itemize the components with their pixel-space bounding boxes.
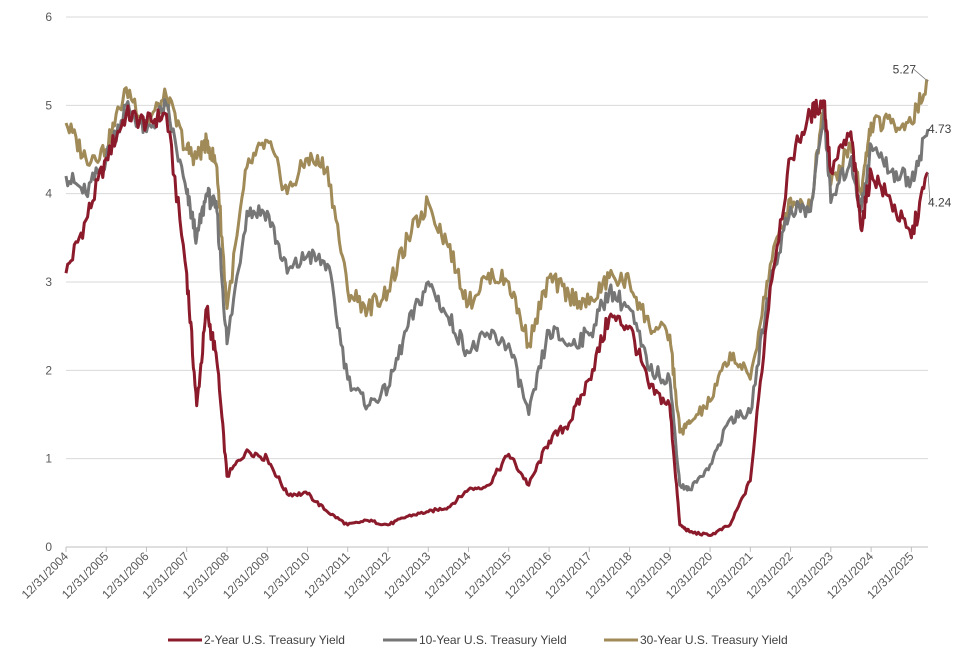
legend-label: 30-Year U.S. Treasury Yield (640, 633, 788, 647)
y-axis: 0 1 2 3 4 5 6 (45, 10, 52, 554)
end-label-two-year: 4.24 (928, 195, 952, 209)
y-tick-label: 4 (45, 187, 52, 201)
y-tick-label: 0 (45, 540, 52, 554)
legend: 2-Year U.S. Treasury Yield 10-Year U.S. T… (168, 633, 788, 647)
x-axis: 12/31/200412/31/200512/31/200612/31/2007… (19, 546, 928, 602)
end-label-ten-year: 4.73 (928, 122, 952, 136)
y-tick-label: 1 (45, 452, 52, 466)
end-labels: 4.24 4.73 5.27 (893, 62, 952, 209)
series-line-ten-year (64, 98, 930, 492)
legend-label: 2-Year U.S. Treasury Yield (204, 633, 345, 647)
y-tick-label: 2 (45, 363, 52, 377)
y-tick-label: 5 (45, 98, 52, 112)
series-lines (64, 79, 930, 537)
end-label-leader (913, 69, 929, 82)
y-tick-label: 6 (45, 10, 52, 24)
end-label-thirty-year: 5.27 (893, 62, 917, 76)
series-line-two-year (64, 98, 930, 537)
end-label-leader (927, 172, 931, 203)
legend-label: 10-Year U.S. Treasury Yield (419, 633, 567, 647)
y-tick-label: 3 (45, 275, 52, 289)
